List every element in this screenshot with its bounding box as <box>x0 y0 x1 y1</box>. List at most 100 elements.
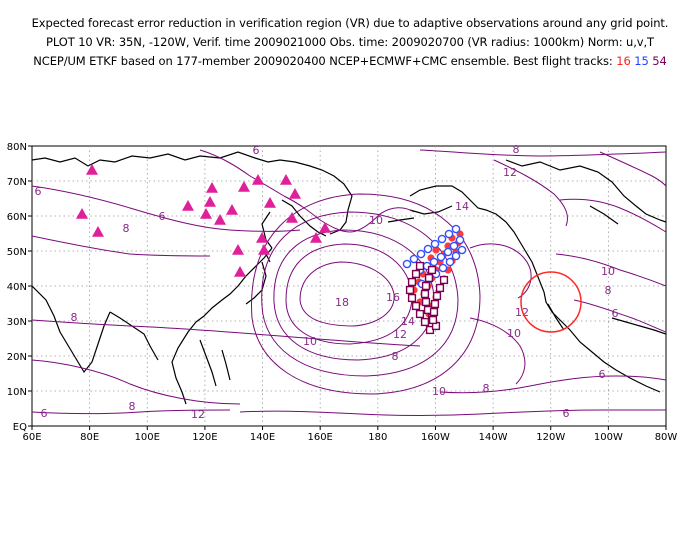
x-tick-label: 180 <box>368 432 387 443</box>
x-tick-label: 80W <box>655 432 678 443</box>
track-15-point <box>436 252 446 262</box>
flight-track-54 <box>405 261 449 335</box>
x-tick-label: 160E <box>307 432 332 443</box>
contour-label: 10 <box>303 335 317 348</box>
track-16-label: 16 <box>616 54 631 68</box>
y-tick-label: 50N <box>7 247 27 258</box>
contour-label: 14 <box>401 315 415 328</box>
track-54-point <box>427 265 437 275</box>
contour-label: 8 <box>123 222 130 235</box>
observation-triangle <box>289 188 301 199</box>
y-tick-label: 10N <box>7 387 27 398</box>
observation-triangle <box>238 181 250 192</box>
contour-label: 14 <box>455 200 469 213</box>
track-54-point <box>430 299 440 309</box>
contour-label: 8 <box>71 311 78 324</box>
track-15-point <box>416 249 426 259</box>
title-line-1: Expected forecast error reduction in ver… <box>31 16 669 30</box>
track-54-point <box>432 291 442 301</box>
observation-triangle <box>286 212 298 223</box>
y-tick-label: 80N <box>7 142 27 153</box>
contour-label: 8 <box>483 382 490 395</box>
plot-title: Expected forecast error reduction in ver… <box>0 14 700 71</box>
observation-triangle <box>264 197 276 208</box>
track-54-point <box>428 315 438 325</box>
x-tick-label: 60E <box>22 432 41 443</box>
track-54-point <box>420 317 430 327</box>
track-15-point <box>423 244 433 254</box>
y-tick-label: 30N <box>7 317 27 328</box>
track-15-point <box>429 257 439 267</box>
observation-triangle <box>232 244 244 255</box>
track-54-point <box>421 281 431 291</box>
contour-label: 8 <box>129 400 136 413</box>
observation-triangle <box>206 182 218 193</box>
x-tick-label: 120E <box>192 432 217 443</box>
observation-triangle <box>319 222 331 233</box>
observation-triangle <box>204 196 216 207</box>
contour-label: 6 <box>253 144 260 157</box>
y-tick-label: 40N <box>7 282 27 293</box>
observation-triangle <box>256 232 268 243</box>
contour-label: 18 <box>335 296 349 309</box>
contour-label: 6 <box>41 407 48 420</box>
y-tick-label: 20N <box>7 352 27 363</box>
track-54-point <box>411 301 421 311</box>
observation-triangle <box>280 174 292 185</box>
x-tick-label: 100W <box>594 432 623 443</box>
observation-triangle <box>310 232 322 243</box>
observation-triangle <box>76 208 88 219</box>
contour-label: 10 <box>432 385 446 398</box>
track-54-point <box>424 273 434 283</box>
contour-label: 16 <box>386 291 400 304</box>
verification-region-circle <box>520 271 582 333</box>
track-54-label: 54 <box>652 54 667 68</box>
title-line-3: NCEP/UM ETKF based on 177-member 2009020… <box>0 52 700 71</box>
track-54-point <box>429 307 439 317</box>
contour-label: 6 <box>599 368 606 381</box>
track-16-point <box>444 242 452 250</box>
observation-triangle <box>258 244 270 255</box>
x-axis-ticks: 60E 80E 100E 120E 140E 160E 180 160W 140W 120W 100… <box>22 426 677 443</box>
observation-triangle <box>200 208 212 219</box>
track-54-point <box>435 283 445 293</box>
track-54-point <box>415 261 425 271</box>
track-15-point <box>409 254 419 264</box>
contour-label: 6 <box>612 307 619 320</box>
contour-label: 10 <box>369 214 383 227</box>
x-tick-label: 140W <box>479 432 508 443</box>
contour-label: 12 <box>191 408 205 421</box>
track-15-label: 15 <box>634 54 649 68</box>
track-54-point <box>439 275 449 285</box>
track-15-point <box>402 259 412 269</box>
observation-triangle <box>92 226 104 237</box>
y-tick-label: 60N <box>7 212 27 223</box>
contour-label: 6 <box>159 210 166 223</box>
track-54-point <box>421 297 431 307</box>
contour-lines <box>32 149 666 416</box>
contour-label: 12 <box>503 166 517 179</box>
contour-label: 6 <box>35 185 42 198</box>
contour-label: 12 <box>515 306 529 319</box>
observation-triangle <box>252 174 264 185</box>
y-tick-label: 70N <box>7 177 27 188</box>
track-15-point <box>449 241 459 251</box>
observation-triangle <box>214 214 226 225</box>
track-15-point <box>430 239 440 249</box>
track-15-point <box>437 234 447 244</box>
observation-triangle <box>86 164 98 175</box>
contour-label: 8 <box>392 350 399 363</box>
track-15-point <box>457 245 467 255</box>
title-line-3-prefix: NCEP/UM ETKF based on 177-member 2009020… <box>33 54 613 68</box>
observation-triangle <box>226 204 238 215</box>
x-tick-label: 120W <box>536 432 565 443</box>
contour-label: 10 <box>601 265 615 278</box>
track-15-point <box>445 257 455 267</box>
contour-label: 8 <box>513 143 520 156</box>
contour-label: 8 <box>605 284 612 297</box>
track-54-point <box>420 289 430 299</box>
track-15-point <box>444 229 454 239</box>
observation-triangle <box>182 200 194 211</box>
contour-label: 12 <box>393 328 407 341</box>
